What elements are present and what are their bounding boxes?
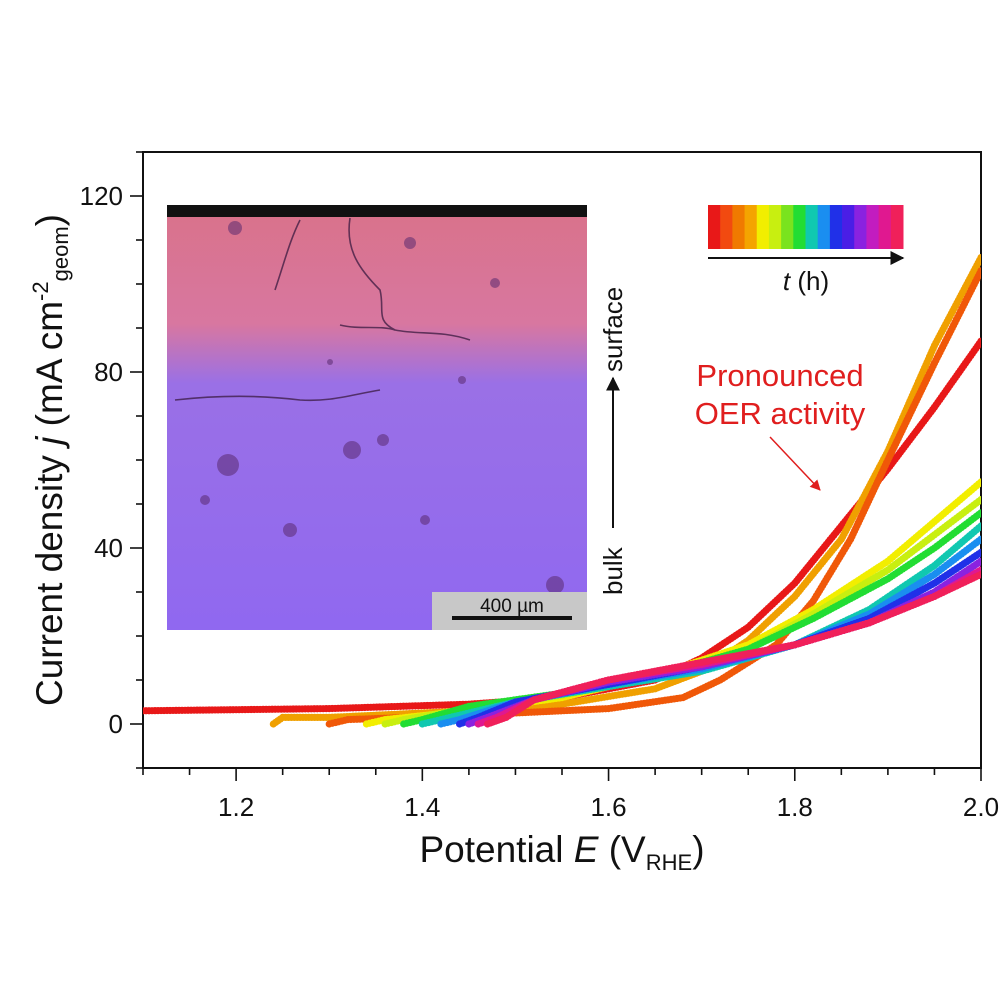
time-label: t (h) bbox=[783, 266, 829, 296]
data-point bbox=[977, 548, 981, 556]
colorbar-swatch bbox=[781, 205, 794, 249]
x-tick-label: 1.8 bbox=[777, 792, 813, 822]
series-12 bbox=[483, 570, 981, 728]
time-colorbar bbox=[708, 205, 904, 249]
data-point bbox=[977, 522, 981, 530]
colorbar-swatch bbox=[720, 205, 733, 249]
colorbar-swatch bbox=[744, 205, 758, 249]
x-tick-label: 2.0 bbox=[963, 792, 999, 822]
x-axis-title: Potential E (VRHE) bbox=[419, 829, 704, 875]
scale-bar-label: 400 µm bbox=[480, 596, 544, 617]
oer-annotation: Pronounced OER activity bbox=[695, 358, 866, 491]
depth-bottom-label: bulk bbox=[598, 546, 628, 595]
x-axis-ticks: 1.2 1.4 1.6 1.8 2.0 bbox=[142, 768, 999, 822]
inset-speckles bbox=[200, 221, 564, 594]
colorbar-swatch bbox=[817, 205, 831, 249]
inset-micrograph: 400 µm bbox=[167, 205, 587, 630]
y-tick-label: 40 bbox=[94, 533, 123, 563]
y-tick-label: 0 bbox=[109, 709, 123, 739]
x-tick-label: 1.6 bbox=[590, 792, 626, 822]
data-point bbox=[977, 535, 981, 543]
colorbar-swatch bbox=[756, 205, 770, 249]
scale-bar-panel bbox=[432, 592, 587, 630]
x-tick-label: 1.4 bbox=[404, 792, 440, 822]
annotation-line-2: OER activity bbox=[695, 396, 866, 431]
colorbar-swatch bbox=[768, 205, 782, 249]
y-tick-label: 120 bbox=[80, 181, 123, 211]
colorbar-swatch bbox=[829, 205, 843, 249]
x-tick-label: 1.2 bbox=[218, 792, 254, 822]
data-point bbox=[977, 267, 981, 275]
annotation-arrow bbox=[769, 436, 821, 491]
colorbar-swatch bbox=[890, 205, 904, 249]
colorbar-swatch bbox=[866, 205, 880, 249]
colorbar-swatch bbox=[854, 205, 867, 249]
data-point bbox=[977, 254, 981, 262]
series-layer bbox=[143, 254, 981, 728]
time-legend: t (h) bbox=[708, 205, 905, 296]
depth-axis: bulk surface bbox=[598, 287, 628, 595]
inset-cracks bbox=[174, 217, 471, 402]
data-point bbox=[977, 557, 981, 565]
colorbar-swatch bbox=[842, 205, 855, 249]
colorbar-swatch bbox=[878, 205, 892, 249]
data-point bbox=[977, 478, 981, 486]
annotation-line-1: Pronounced bbox=[696, 358, 863, 393]
y-axis-ticks: 0 40 80 120 bbox=[80, 151, 143, 769]
colorbar-swatch bbox=[805, 205, 819, 249]
data-point bbox=[977, 509, 981, 517]
y-tick-label: 80 bbox=[94, 357, 123, 387]
data-point bbox=[977, 570, 981, 578]
data-point bbox=[977, 337, 981, 345]
inset-top-bar bbox=[167, 205, 587, 217]
colorbar-swatch bbox=[793, 205, 806, 249]
colorbar-swatch bbox=[732, 205, 746, 249]
depth-top-label: surface bbox=[598, 287, 628, 372]
y-axis-title: Current density j (mA cm-2geom) bbox=[28, 214, 73, 706]
data-point bbox=[977, 496, 981, 504]
colorbar-swatch bbox=[708, 205, 721, 249]
